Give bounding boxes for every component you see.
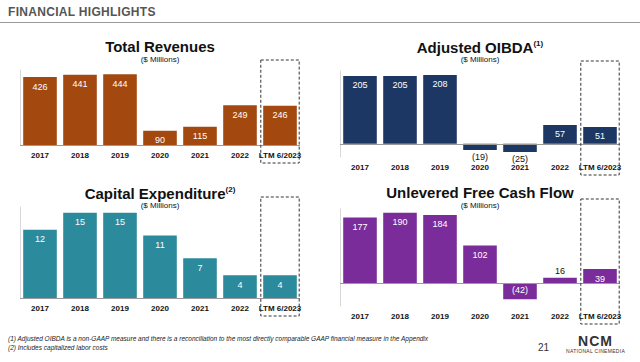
svg-text:426: 426 xyxy=(32,82,47,92)
svg-text:2022: 2022 xyxy=(231,304,249,313)
svg-text:2017: 2017 xyxy=(351,163,369,172)
svg-text:2021: 2021 xyxy=(511,163,529,172)
svg-text:2017: 2017 xyxy=(31,304,49,313)
svg-text:2020: 2020 xyxy=(471,312,489,321)
svg-text:15: 15 xyxy=(75,217,85,227)
svg-text:39: 39 xyxy=(595,274,605,284)
svg-text:11: 11 xyxy=(155,240,164,250)
svg-text:2017: 2017 xyxy=(351,312,369,321)
svg-text:51: 51 xyxy=(595,131,605,141)
svg-text:2020: 2020 xyxy=(151,304,169,313)
html-text:(2) Includes capitalized labor: (2) Includes capitalized labor costs xyxy=(8,344,108,351)
svg-text:2019: 2019 xyxy=(431,312,449,321)
svg-text:2019: 2019 xyxy=(431,163,449,172)
svg-text:LTM 6/2023: LTM 6/2023 xyxy=(259,304,302,313)
svg-text:16: 16 xyxy=(555,266,565,276)
svg-text:444: 444 xyxy=(112,79,127,89)
svg-text:441: 441 xyxy=(72,79,87,89)
svg-text:(19): (19) xyxy=(472,152,488,162)
svg-text:2022: 2022 xyxy=(551,312,569,321)
html-text:FINANCIAL HIGHLIGHTS: FINANCIAL HIGHLIGHTS xyxy=(8,5,156,19)
svg-text:($ Millions): ($ Millions) xyxy=(141,55,180,64)
svg-text:2018: 2018 xyxy=(71,304,89,313)
svg-text:4: 4 xyxy=(277,280,282,290)
svg-text:102: 102 xyxy=(472,250,487,260)
svg-text:(42): (42) xyxy=(512,285,528,295)
svg-text:115: 115 xyxy=(193,131,207,141)
svg-text:249: 249 xyxy=(232,110,247,120)
svg-text:2018: 2018 xyxy=(71,151,89,160)
svg-text:2018: 2018 xyxy=(391,312,409,321)
svg-text:($ Millions): ($ Millions) xyxy=(461,55,500,64)
svg-text:2020: 2020 xyxy=(151,151,169,160)
svg-text:177: 177 xyxy=(352,222,367,232)
svg-text:Unlevered Free Cash Flow: Unlevered Free Cash Flow xyxy=(386,184,574,201)
svg-text:2021: 2021 xyxy=(191,304,209,313)
svg-text:2018: 2018 xyxy=(391,163,409,172)
html-text:(1) Adjusted OIBDA is a non-GA: (1) Adjusted OIBDA is a non-GAAP measure… xyxy=(8,335,429,342)
svg-text:2019: 2019 xyxy=(111,151,129,160)
svg-text:(2): (2) xyxy=(226,185,236,194)
svg-text:2020: 2020 xyxy=(471,163,489,172)
svg-text:Adjusted OIBDA: Adjusted OIBDA xyxy=(417,39,534,56)
svg-text:Capital Expenditure: Capital Expenditure xyxy=(85,185,226,202)
svg-text:205: 205 xyxy=(392,80,407,90)
svg-text:(25): (25) xyxy=(512,154,528,164)
svg-text:184: 184 xyxy=(432,219,447,229)
svg-text:Total Revenues: Total Revenues xyxy=(105,38,215,55)
svg-text:LTM 6/2023: LTM 6/2023 xyxy=(259,151,302,160)
svg-text:15: 15 xyxy=(115,217,125,227)
svg-text:LTM 6/2023: LTM 6/2023 xyxy=(579,163,622,172)
html-text:NATIONAL CINEMEDIA: NATIONAL CINEMEDIA xyxy=(566,348,625,354)
svg-text:190: 190 xyxy=(392,217,407,227)
svg-text:($ Millions): ($ Millions) xyxy=(141,201,180,210)
svg-text:12: 12 xyxy=(35,234,45,244)
svg-text:2022: 2022 xyxy=(551,163,569,172)
svg-text:4: 4 xyxy=(237,280,242,290)
html-text:21: 21 xyxy=(538,342,550,353)
svg-text:LTM 6/2023: LTM 6/2023 xyxy=(579,312,622,321)
svg-text:90: 90 xyxy=(155,135,165,145)
svg-text:2019: 2019 xyxy=(111,304,129,313)
svg-text:2017: 2017 xyxy=(31,151,49,160)
html-text:NCM: NCM xyxy=(578,333,613,349)
svg-text:(1): (1) xyxy=(533,39,543,48)
svg-text:2021: 2021 xyxy=(191,151,209,160)
svg-text:($ Millions): ($ Millions) xyxy=(461,201,500,210)
svg-text:205: 205 xyxy=(352,80,367,90)
svg-text:246: 246 xyxy=(272,110,287,120)
svg-text:2021: 2021 xyxy=(511,312,529,321)
svg-text:57: 57 xyxy=(555,129,565,139)
svg-text:208: 208 xyxy=(432,79,447,89)
svg-text:7: 7 xyxy=(197,263,202,273)
svg-text:2022: 2022 xyxy=(231,151,249,160)
